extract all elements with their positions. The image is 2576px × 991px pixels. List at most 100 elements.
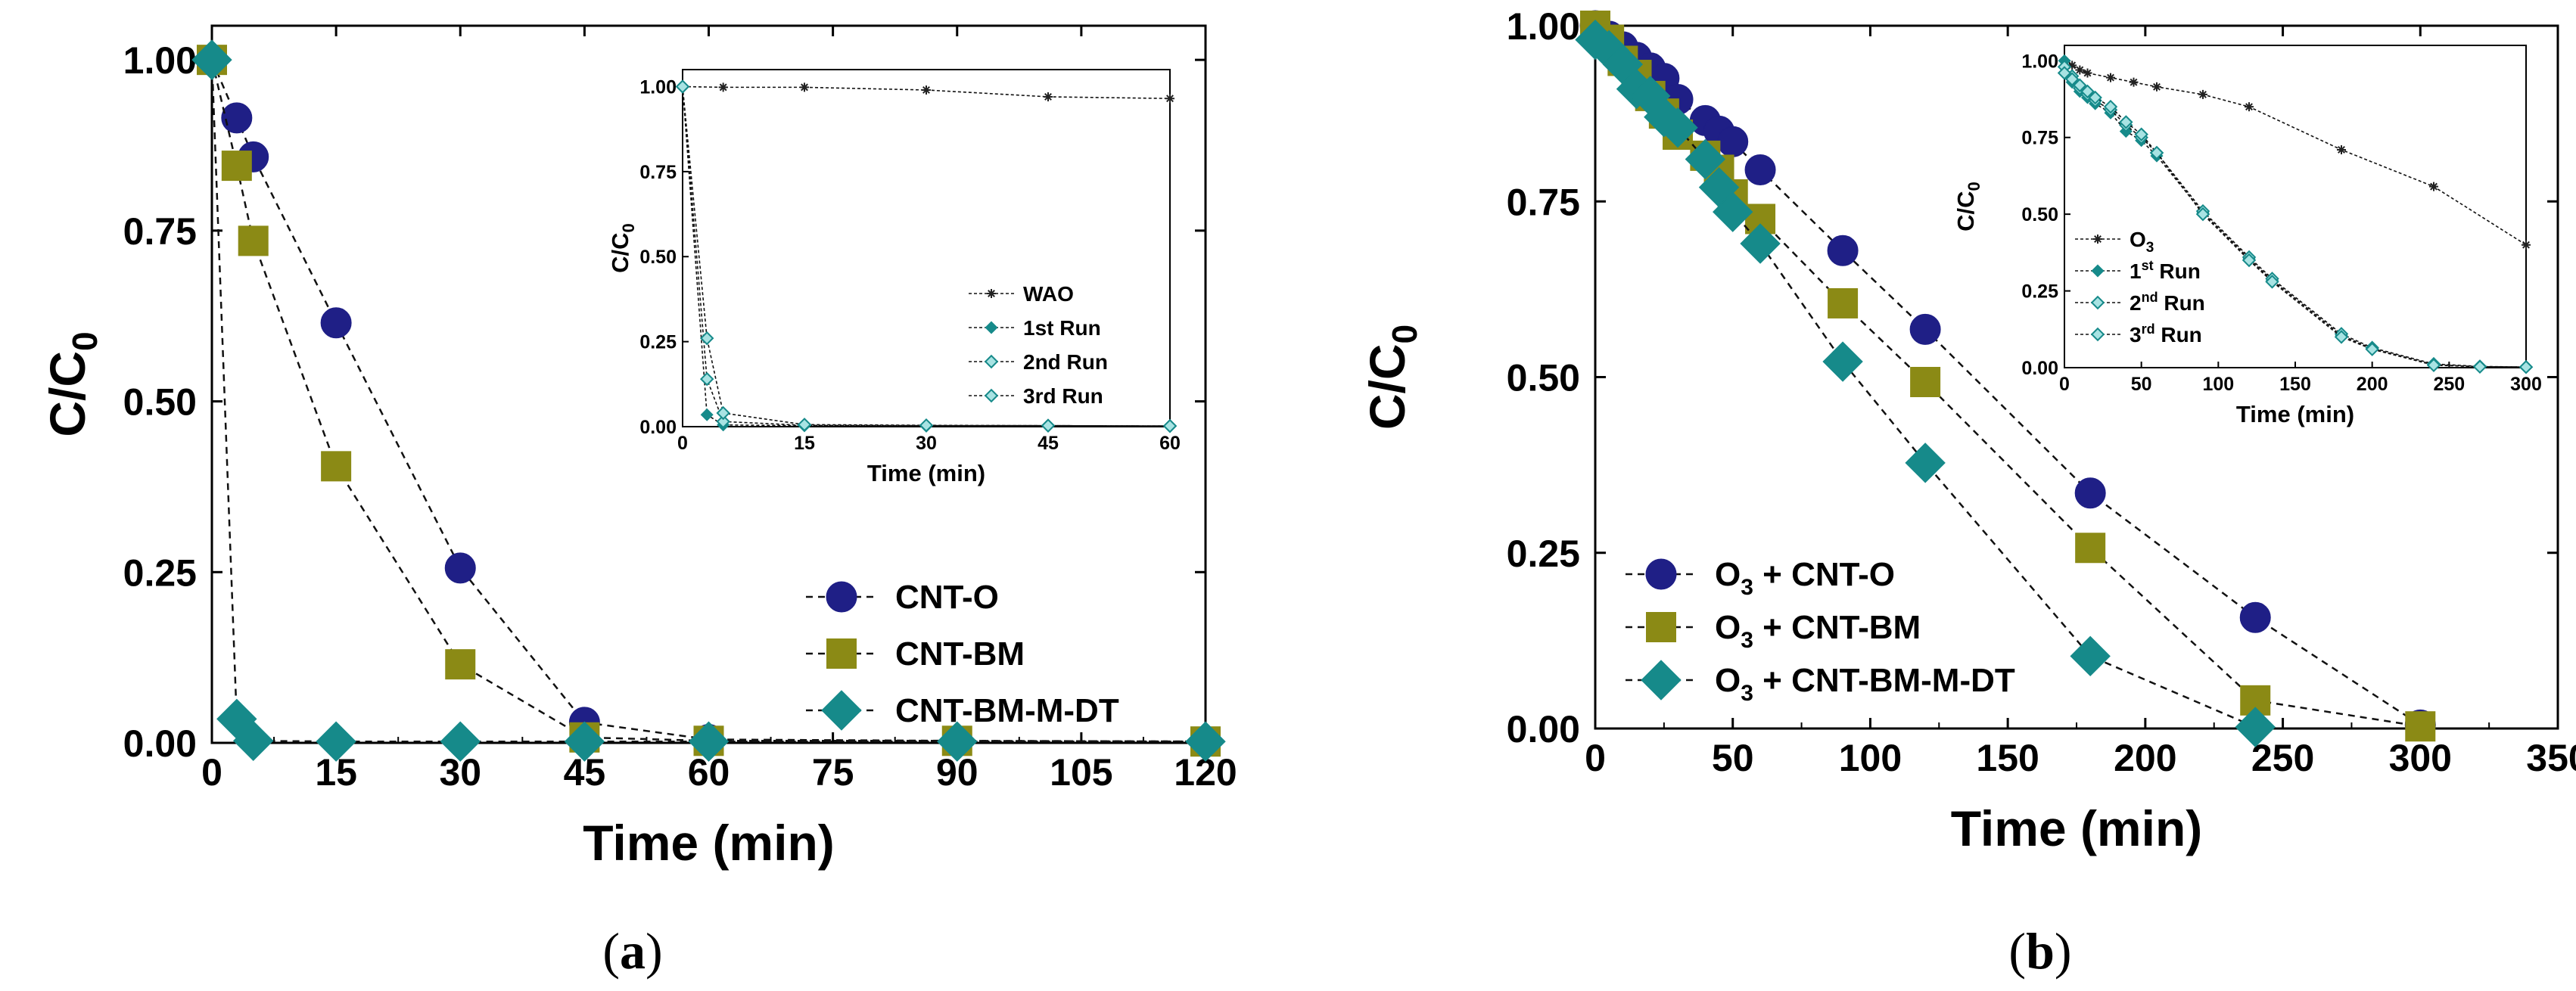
inset-y-label-subscript: 0 [1965, 182, 1983, 191]
y-tick-label: 0.75 [123, 210, 197, 253]
inset-x-tick-label: 250 [2433, 374, 2465, 395]
legend-entry: O3 + CNT-BM-M-DT [1715, 662, 2015, 706]
inset-data-point [2149, 145, 2164, 160]
data-point [316, 721, 356, 762]
inset-data-point [699, 331, 714, 346]
data-point [445, 649, 476, 680]
inset-y-tick-label: 0.50 [639, 247, 677, 268]
legend-marker [1641, 660, 1682, 701]
inset-legend-superscript: rd [2142, 322, 2155, 337]
legend-prefix: O [1715, 556, 1741, 593]
data-point [440, 721, 481, 762]
inset-x-tick-label: 15 [794, 433, 815, 454]
data-point [1909, 313, 1941, 345]
inset-y-tick-label: 0.25 [639, 332, 677, 353]
inset-y-tick-label: 1.00 [639, 76, 677, 98]
y-tick-label: 0.50 [1507, 357, 1580, 399]
legend-marker [826, 638, 857, 669]
inset-legend-entry: 2nd Run [2130, 290, 2205, 315]
inset-data-point [700, 408, 714, 421]
inset-x-axis-label: Time (min) [2236, 401, 2354, 427]
inset-legend-marker [2090, 327, 2105, 342]
inset-legend-name: 2nd Run [1023, 350, 1108, 374]
inset-data-point [2195, 207, 2210, 222]
data-point [1822, 341, 1863, 382]
legend: CNT-O CNT-BM CNT-BM-M-DT [806, 579, 1119, 731]
inset-data-point [2337, 144, 2346, 154]
inset-legend-entry: 3rd Run [2130, 322, 2202, 346]
inset-data-point [2080, 84, 2095, 99]
inset-data-point [2334, 330, 2349, 344]
inset-x-tick-label: 50 [2131, 374, 2152, 395]
inset-legend-marker [2090, 295, 2105, 310]
inset-y-tick-label: 1.00 [2021, 51, 2058, 72]
caption-paren-close: ) [646, 922, 663, 980]
x-tick-label: 50 [1712, 737, 1754, 779]
inset-legend-name: WAO [1023, 282, 1074, 306]
inset-data-point [1041, 418, 1056, 433]
x-tick-label: 100 [1839, 737, 1902, 779]
x-tick-label: 0 [1585, 737, 1606, 779]
inset-legend-suffix: Run [2154, 259, 2201, 283]
legend-marker [821, 690, 862, 731]
inset-data-point [919, 418, 934, 433]
inset-legend-suffix: Run [2155, 323, 2202, 346]
inset-y-tick-label: 0.00 [639, 417, 677, 438]
y-tick-label: 0.25 [1507, 533, 1580, 575]
inset-x-tick-label: 300 [2510, 374, 2542, 395]
inset-x-tick-label: 60 [1159, 433, 1181, 454]
inset-data-point [2088, 90, 2102, 105]
inset-data-point [1162, 418, 1178, 433]
inset-data-point [2075, 65, 2085, 75]
inset-frame [682, 69, 1171, 427]
inset-series-line [682, 85, 1171, 100]
legend-marker [1645, 558, 1677, 590]
inset-data-point [2152, 82, 2161, 92]
data-point [1827, 235, 1859, 266]
inset-x-tick-label: 0 [677, 433, 688, 454]
inset-data-point [1044, 92, 1053, 101]
inset-data-point [800, 82, 809, 92]
legend-prefix: O [1715, 662, 1741, 699]
inset-data-point [699, 371, 714, 387]
x-axis-label: Time (min) [583, 815, 834, 871]
data-point [2239, 601, 2271, 633]
inset-y-tick-label: 0.00 [2021, 358, 2058, 379]
caption-paren-open: ( [602, 922, 620, 980]
inset-x-tick-label: 100 [2202, 374, 2234, 395]
inset-legend-marker [2093, 235, 2102, 244]
legend-entry: CNT-BM [895, 635, 1025, 673]
inset-data-point [2067, 61, 2077, 70]
data-point [191, 39, 232, 80]
legend-entry: CNT-BM-M-DT [895, 692, 1119, 729]
legend-name: + CNT-BM [1753, 609, 1921, 646]
inset-y-axis-label: C/C0 [1952, 182, 1983, 231]
data-point [688, 721, 730, 762]
data-point [238, 225, 269, 256]
inset-data-point [2198, 89, 2207, 99]
inset-x-tick-label: 0 [2059, 374, 2070, 395]
inset-data-point [2073, 78, 2087, 92]
inset-legend-marker [984, 388, 999, 403]
inset-legend-marker [984, 354, 999, 369]
panel-caption: (a) [602, 922, 662, 980]
x-axis-label: Time (min) [1951, 800, 2202, 856]
data-point [2070, 635, 2111, 677]
legend-entry: O3 + CNT-BM [1715, 609, 1921, 653]
inset-data-point [2064, 72, 2080, 86]
legend-marker [1646, 612, 1676, 642]
inset-chart: 0 50 100 150 200 250 300 0.00 0.25 0.50 0.75 1.00 Ti… [1952, 45, 2542, 427]
inset-y-tick-label: 0.75 [639, 162, 677, 183]
data-point [233, 720, 274, 761]
data-point [221, 151, 252, 182]
inset-legend-subscript: 3 [2146, 240, 2154, 256]
data-point [1910, 367, 1941, 398]
inset-y-tick-label: 0.75 [2021, 128, 2058, 149]
inset-data-point [2083, 68, 2092, 78]
legend-name: + CNT-O [1753, 556, 1895, 593]
legend-entry: CNT-O [895, 579, 999, 616]
caption-letter: a [620, 922, 646, 980]
y-tick-label: 0.75 [1507, 181, 1580, 223]
x-tick-label: 300 [2389, 737, 2452, 779]
